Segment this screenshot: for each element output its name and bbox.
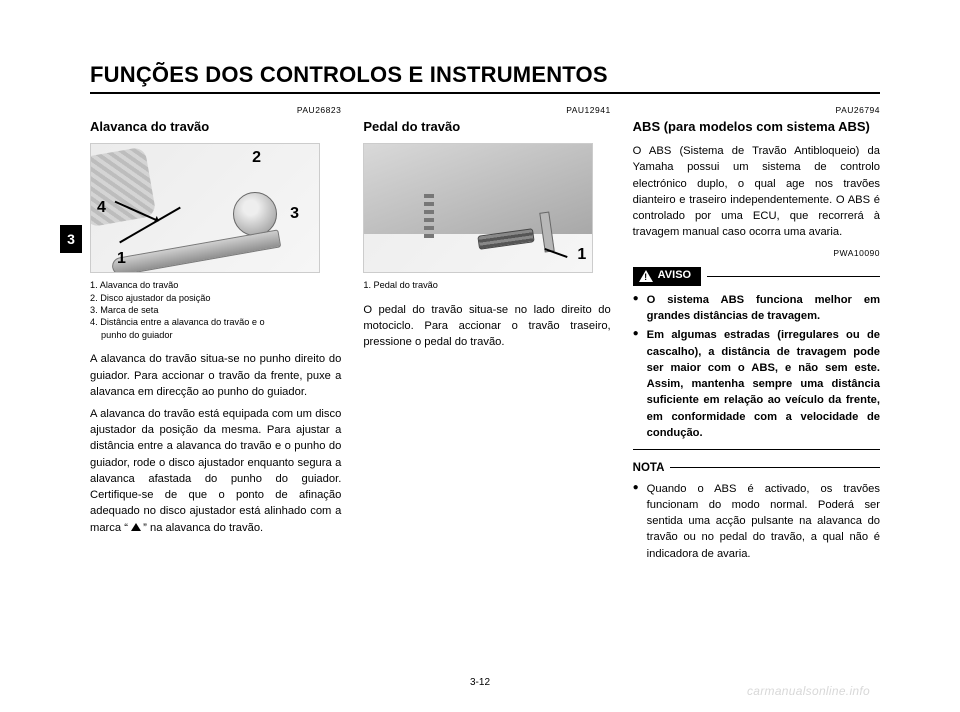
paragraph-text: A alavanca do travão está equipada com u… xyxy=(90,408,341,534)
aviso-code: PWA10090 xyxy=(633,247,880,259)
section-title-abs: ABS (para modelos com sistema ABS) xyxy=(633,118,880,137)
nota-list: Quando o ABS é activado, os travões func… xyxy=(633,481,880,562)
aviso-rule xyxy=(707,276,880,277)
column-1: PAU26823 Alavanca do travão 2 3 4 1 1. A… xyxy=(90,104,341,570)
section-code: PAU26823 xyxy=(90,104,341,116)
caption-line: 1. Pedal do travão xyxy=(363,279,610,291)
callout-1: 1 xyxy=(117,247,126,270)
aviso-header: AVISO xyxy=(633,267,880,286)
page-header: FUNÇÕES DOS CONTROLOS E INSTRUMENTOS xyxy=(90,62,880,88)
arrow-mark-icon xyxy=(131,523,140,532)
manual-page: FUNÇÕES DOS CONTROLOS E INSTRUMENTOS 3 P… xyxy=(0,0,960,712)
caption-line: 4. Distância entre a alavanca do travão … xyxy=(90,316,341,328)
aviso-label: AVISO xyxy=(658,268,691,284)
aviso-list: O sistema ABS funciona melhor em grandes… xyxy=(633,292,880,441)
caption-line-indent: punho do guiador xyxy=(90,329,341,341)
caption-line: 3. Marca de seta xyxy=(90,304,341,316)
caption-line: 2. Disco ajustador da posição xyxy=(90,292,341,304)
column-3: PAU26794 ABS (para modelos com sistema A… xyxy=(633,104,880,570)
paragraph: A alavanca do travão está equipada com u… xyxy=(90,406,341,536)
paragraph-text: ” na alavanca do travão. xyxy=(140,522,263,534)
paragraph: O pedal do travão situa-se no lado direi… xyxy=(363,302,610,351)
chapter-tab: 3 xyxy=(60,225,82,253)
paragraph: A alavanca do travão situa-se no punho d… xyxy=(90,351,341,400)
figure-brake-lever: 2 3 4 1 xyxy=(90,143,320,273)
callout-1: 1 xyxy=(577,243,586,266)
callout-2: 2 xyxy=(252,146,261,169)
paragraph: O ABS (Sistema de Travão Antibloqueio) d… xyxy=(633,143,880,240)
aviso-item: O sistema ABS funciona melhor em grandes… xyxy=(633,292,880,324)
watermark: carmanualsonline.info xyxy=(747,684,870,698)
section-title-alavanca: Alavanca do travão xyxy=(90,118,341,137)
nota-header: NOTA xyxy=(633,460,880,477)
callout-3: 3 xyxy=(290,202,299,225)
figure-caption-2: 1. Pedal do travão xyxy=(363,279,610,291)
figure-brake-pedal: 1 xyxy=(363,143,593,273)
section-code: PAU12941 xyxy=(363,104,610,116)
column-2: PAU12941 Pedal do travão 1 1. Pedal do t… xyxy=(363,104,610,570)
section-code: PAU26794 xyxy=(633,104,880,116)
aviso-badge: AVISO xyxy=(633,267,701,286)
callout-4: 4 xyxy=(97,196,106,219)
section-title-pedal: Pedal do travão xyxy=(363,118,610,137)
nota-rule xyxy=(670,467,880,468)
caption-line: 1. Alavanca do travão xyxy=(90,279,341,291)
nota-label: NOTA xyxy=(633,460,665,477)
header-rule xyxy=(90,92,880,94)
warning-triangle-icon xyxy=(639,270,653,282)
aviso-end-rule xyxy=(633,449,880,450)
figure-caption-1: 1. Alavanca do travão 2. Disco ajustador… xyxy=(90,279,341,341)
content-columns: PAU26823 Alavanca do travão 2 3 4 1 1. A… xyxy=(90,104,880,570)
nota-item: Quando o ABS é activado, os travões func… xyxy=(633,481,880,562)
aviso-item: Em algumas estradas (irregulares ou de c… xyxy=(633,327,880,441)
